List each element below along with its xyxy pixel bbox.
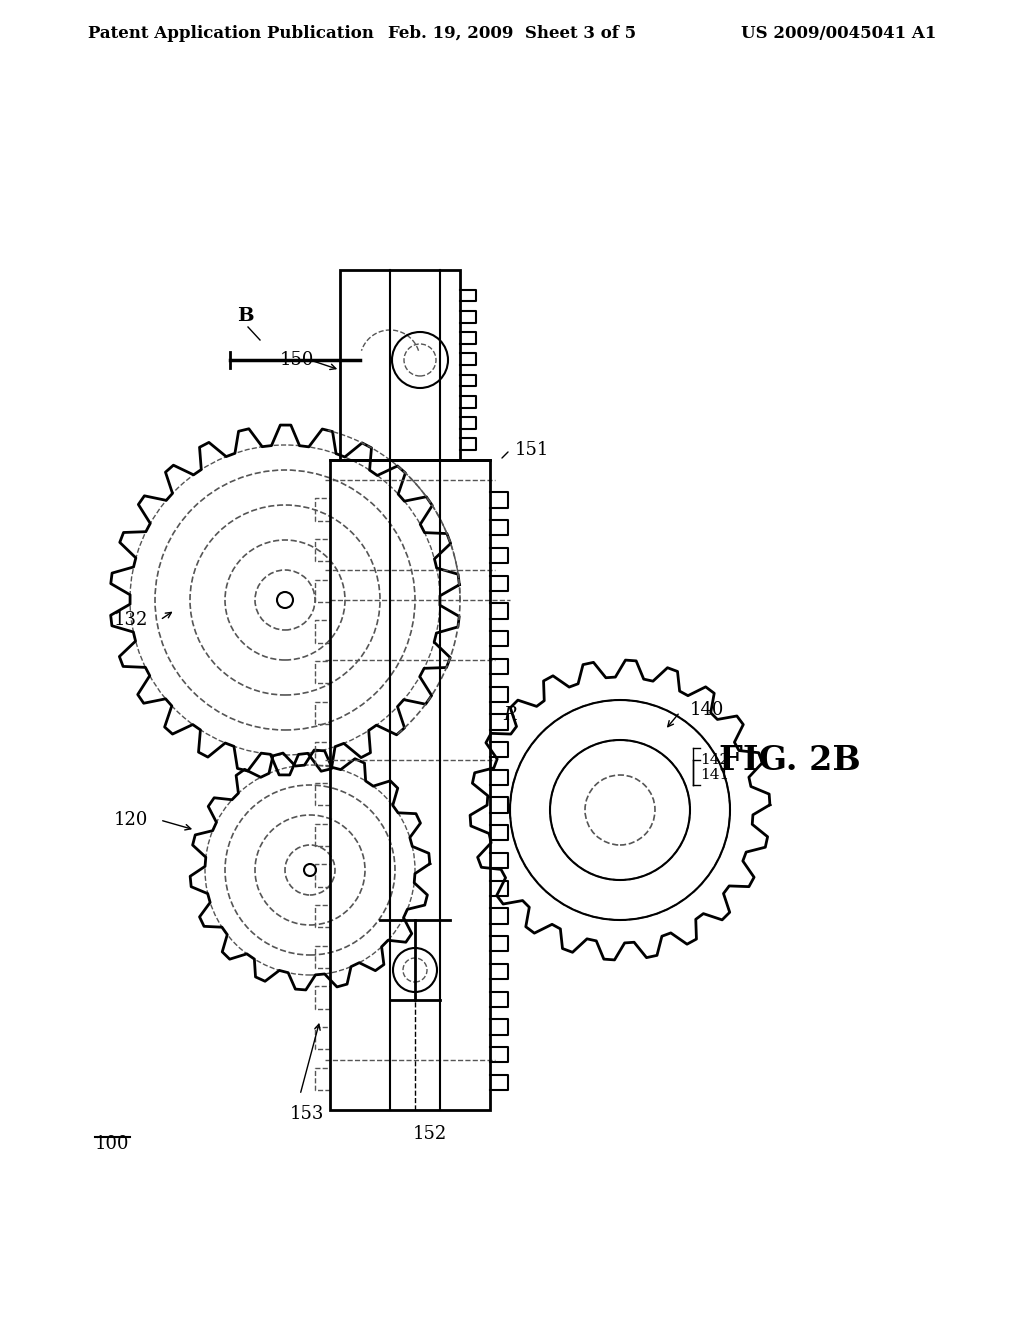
Text: 150: 150 <box>280 351 314 370</box>
Bar <box>330 459 490 1110</box>
Text: 120: 120 <box>114 810 148 829</box>
Text: R: R <box>503 706 517 723</box>
Text: Patent Application Publication: Patent Application Publication <box>88 25 374 42</box>
Text: 151: 151 <box>515 441 549 459</box>
Text: 142: 142 <box>700 752 729 767</box>
Text: 153: 153 <box>290 1105 325 1123</box>
Text: 152: 152 <box>413 1125 447 1143</box>
Text: US 2009/0045041 A1: US 2009/0045041 A1 <box>740 25 936 42</box>
Text: FIG. 2B: FIG. 2B <box>719 743 861 776</box>
Text: B: B <box>237 308 253 325</box>
Text: 141: 141 <box>700 768 729 781</box>
Bar <box>340 271 460 459</box>
Text: 100: 100 <box>95 1135 129 1152</box>
Text: Feb. 19, 2009  Sheet 3 of 5: Feb. 19, 2009 Sheet 3 of 5 <box>388 25 636 42</box>
Text: 132: 132 <box>114 611 148 630</box>
Text: 140: 140 <box>690 701 724 719</box>
